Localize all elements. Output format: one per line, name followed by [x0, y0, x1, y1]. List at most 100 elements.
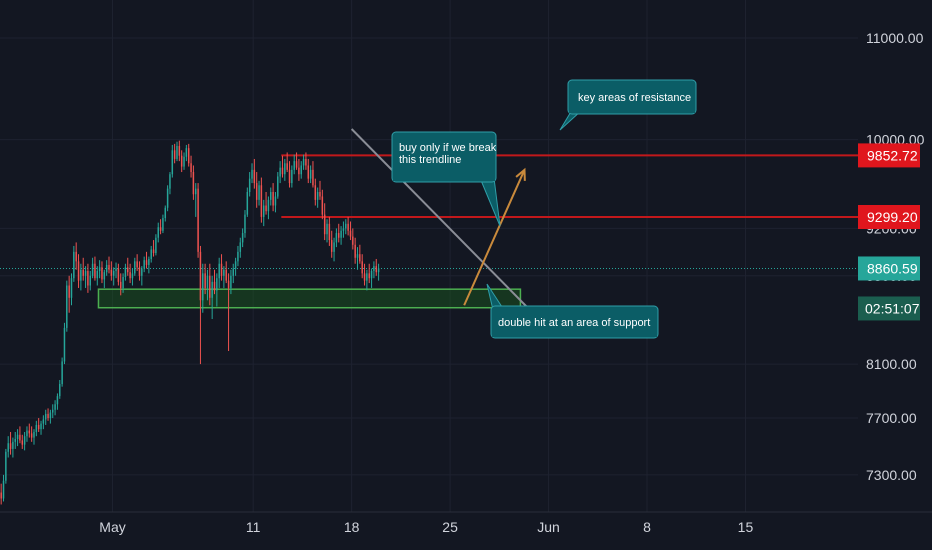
candle-body [138, 267, 141, 276]
candle-body [375, 266, 378, 273]
candle-body [117, 268, 120, 282]
candle-body [244, 214, 246, 234]
price-tag [858, 256, 920, 281]
arrow-head-icon [515, 167, 526, 181]
callout-text: buy only if we break [399, 142, 497, 154]
price-tag [858, 143, 920, 168]
support-zone[interactable] [97, 288, 522, 309]
candle-body [91, 263, 94, 276]
candle-body [73, 251, 75, 279]
candle-body [349, 230, 352, 237]
candle-body [105, 264, 108, 273]
candle-body [180, 155, 183, 167]
axes-layer: 11000.0010000.009200.008800.008100.00770… [0, 30, 932, 535]
candle-body [274, 196, 277, 206]
candle-body [267, 199, 270, 212]
candle-body [63, 327, 66, 362]
callout-seam-cover [492, 328, 657, 337]
candle-body [33, 431, 35, 438]
candle-body [176, 146, 178, 159]
candle-body [26, 430, 28, 437]
candle-body [16, 434, 19, 440]
candle-body [152, 249, 155, 254]
candle-body [98, 267, 101, 271]
x-tick-label: May [99, 519, 125, 535]
candle-body [7, 443, 9, 452]
candle-body [347, 223, 349, 231]
candle-body [255, 183, 258, 200]
candle-body [5, 451, 7, 481]
price-tag-label: 9852.72 [867, 147, 918, 163]
callout-pointer [479, 177, 501, 227]
callout-resistance[interactable]: key areas of resistance [559, 79, 697, 131]
candle-body [183, 156, 185, 167]
candle-body [35, 424, 38, 432]
x-tick-label: 18 [344, 519, 360, 535]
candle-body [82, 269, 84, 276]
x-tick-label: 15 [738, 519, 754, 535]
candle-body [21, 440, 24, 445]
candle-body [66, 285, 68, 328]
candle-body [197, 188, 199, 252]
candle-body [30, 433, 33, 438]
candle-body [202, 273, 204, 301]
candle-body [286, 163, 288, 170]
candle-body [28, 430, 31, 434]
candle-body [0, 492, 2, 499]
candle-body [23, 436, 26, 445]
candle-body [218, 263, 220, 279]
candle-body [230, 275, 232, 288]
candle-body [237, 251, 239, 262]
candle-body [206, 275, 209, 288]
y-tick-label: 7700.00 [866, 410, 917, 426]
candle-body [314, 185, 317, 200]
candle-body [87, 270, 89, 286]
candle-body [319, 191, 321, 197]
candle-body [260, 185, 263, 217]
candle-body [248, 178, 251, 192]
candle-body [232, 268, 235, 276]
candle-body [352, 236, 354, 245]
candle-body [354, 244, 356, 258]
descending-trendline[interactable] [350, 128, 528, 308]
candle-body [225, 269, 227, 281]
candle-body [159, 227, 162, 231]
candle-body [300, 165, 302, 175]
candle-body [171, 150, 174, 175]
candle-body [330, 240, 333, 252]
callout-support[interactable]: double hit at an area of support [486, 283, 659, 339]
candle-body [166, 188, 169, 208]
candle-body [42, 419, 45, 424]
candle-body [368, 273, 370, 279]
candle-body [345, 223, 347, 229]
candle-body [136, 261, 138, 268]
breakout-arrow[interactable] [463, 169, 526, 306]
candle-body [288, 169, 291, 184]
candle-body [84, 270, 87, 276]
candle-body [190, 163, 192, 173]
grid [0, 0, 858, 512]
candle-body [337, 233, 340, 238]
candle-body [115, 268, 117, 271]
candle-body [40, 423, 42, 430]
candle-body [272, 191, 274, 206]
candle-body [316, 191, 319, 200]
candle-body [155, 237, 157, 254]
candle-body [258, 185, 260, 200]
candle-body [366, 273, 368, 281]
candle-body [377, 268, 380, 273]
candle-body [359, 254, 361, 262]
candle-body [241, 233, 244, 243]
candle-body [112, 270, 115, 276]
candle-body [37, 424, 40, 430]
candle-body [162, 218, 164, 231]
candle-body [108, 264, 110, 270]
candle-body [340, 230, 342, 238]
candle-body [295, 161, 298, 168]
candle-body [164, 207, 167, 219]
candle-body [103, 272, 106, 280]
drawings-layer [350, 128, 528, 308]
candle-body [96, 270, 99, 279]
